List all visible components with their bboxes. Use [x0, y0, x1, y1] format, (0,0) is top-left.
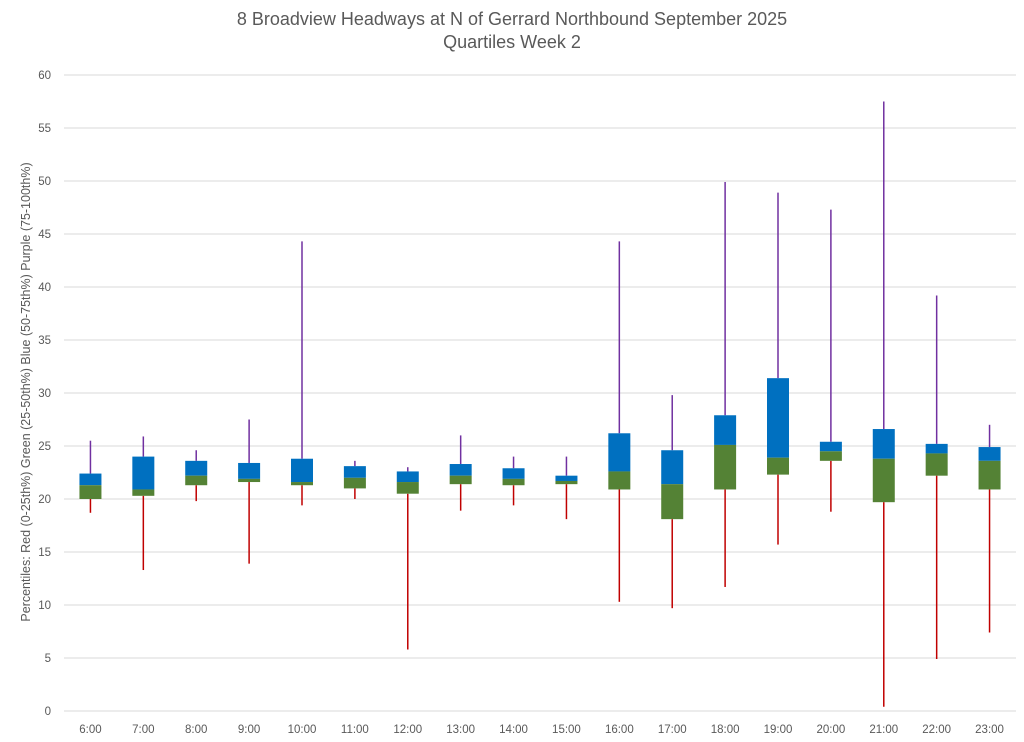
lower-box — [238, 478, 261, 483]
x-tick-label: 18:00 — [711, 724, 740, 736]
boxplot-1900 — [767, 192, 789, 545]
boxplot-900 — [238, 419, 261, 564]
upper-box — [502, 468, 525, 479]
upper-box — [925, 443, 948, 454]
boxplot-1800 — [714, 182, 737, 587]
y-tick-label: 15 — [38, 547, 51, 559]
lower-box — [79, 485, 102, 499]
lower-box — [502, 478, 525, 486]
x-tick-label: 19:00 — [764, 724, 793, 736]
lower-box — [291, 482, 313, 486]
lower-box — [185, 475, 208, 486]
x-tick-label: 7:00 — [132, 724, 154, 736]
x-tick-label: 20:00 — [816, 724, 845, 736]
upper-box — [449, 464, 472, 476]
x-tick-label: 8:00 — [185, 724, 207, 736]
lower-box — [872, 458, 895, 503]
upper-box — [132, 456, 155, 490]
x-tick-label: 23:00 — [975, 724, 1004, 736]
x-tick-label: 12:00 — [393, 724, 422, 736]
lower-box — [396, 482, 419, 494]
upper-box — [978, 447, 1001, 461]
lower-box — [978, 460, 1001, 490]
boxplot-1200 — [396, 467, 419, 650]
x-tick-label: 6:00 — [79, 724, 101, 736]
upper-box — [661, 450, 684, 485]
upper-box — [291, 458, 313, 483]
x-tick-label: 21:00 — [869, 724, 898, 736]
upper-box — [714, 415, 737, 445]
y-tick-label: 55 — [38, 123, 51, 135]
lower-box — [555, 480, 578, 485]
x-tick-label: 14:00 — [499, 724, 528, 736]
upper-box — [185, 460, 208, 476]
y-tick-label: 40 — [38, 282, 51, 294]
y-tick-label: 5 — [45, 653, 51, 665]
y-tick-label: 20 — [38, 494, 51, 506]
x-axis-ticks: 6:00 7:00 8:00 9:00 10:00 11:00 12:00 13:00 14:0… — [79, 724, 1004, 736]
upper-box — [396, 471, 419, 483]
chart-title: 8 Broadview Headways at N of Gerrard Nor… — [236, 9, 788, 29]
y-tick-label: 60 — [38, 70, 51, 82]
x-tick-label: 15:00 — [552, 724, 581, 736]
boxplot-1400 — [502, 456, 525, 506]
y-tick-label: 25 — [38, 441, 51, 453]
boxplot-1300 — [449, 435, 472, 511]
boxplot-2000 — [819, 209, 842, 512]
boxplot-2200 — [925, 295, 948, 660]
y-axis-ticks: 0 5 10 15 20 25 30 35 40 45 50 55 60 — [38, 70, 51, 718]
y-tick-label: 10 — [38, 600, 51, 612]
lower-box — [608, 471, 631, 490]
lower-box — [714, 444, 737, 490]
boxplot-1700 — [661, 395, 684, 609]
boxplot-2300 — [978, 424, 1001, 633]
x-tick-label: 22:00 — [922, 724, 951, 736]
upper-box — [79, 473, 102, 486]
y-tick-label: 0 — [45, 706, 51, 718]
lower-box — [767, 457, 789, 475]
boxplot-1000 — [291, 241, 313, 506]
lower-box — [925, 453, 948, 476]
boxplots — [79, 101, 1001, 707]
x-tick-label: 17:00 — [658, 724, 687, 736]
y-tick-label: 35 — [38, 335, 51, 347]
y-tick-label: 50 — [38, 176, 51, 188]
x-tick-label: 11:00 — [341, 724, 369, 736]
lower-box — [449, 475, 472, 485]
gridlines — [64, 74, 1016, 712]
boxplot-1600 — [608, 241, 631, 602]
boxplot-800 — [185, 450, 208, 502]
boxplot-700 — [132, 436, 155, 571]
upper-box — [238, 462, 261, 479]
lower-box — [661, 484, 684, 520]
y-tick-label: 30 — [38, 388, 51, 400]
boxplot-1500 — [555, 456, 578, 520]
x-tick-label: 10:00 — [288, 724, 317, 736]
y-tick-label: 45 — [38, 229, 51, 241]
boxplot-600 — [79, 440, 102, 513]
boxplot-2100 — [872, 101, 895, 707]
x-tick-label: 13:00 — [446, 724, 475, 736]
x-tick-label: 16:00 — [605, 724, 634, 736]
x-tick-label: 9:00 — [238, 724, 260, 736]
upper-box — [872, 429, 895, 459]
upper-box — [819, 441, 842, 452]
lower-box — [819, 451, 842, 461]
chart-subtitle: Quartiles Week 2 — [443, 32, 581, 52]
lower-box — [132, 489, 155, 496]
boxplot-1100 — [343, 460, 366, 499]
upper-box — [343, 466, 366, 478]
upper-box — [555, 475, 578, 481]
lower-box — [343, 477, 366, 489]
upper-box — [767, 378, 789, 458]
upper-box — [608, 433, 631, 472]
